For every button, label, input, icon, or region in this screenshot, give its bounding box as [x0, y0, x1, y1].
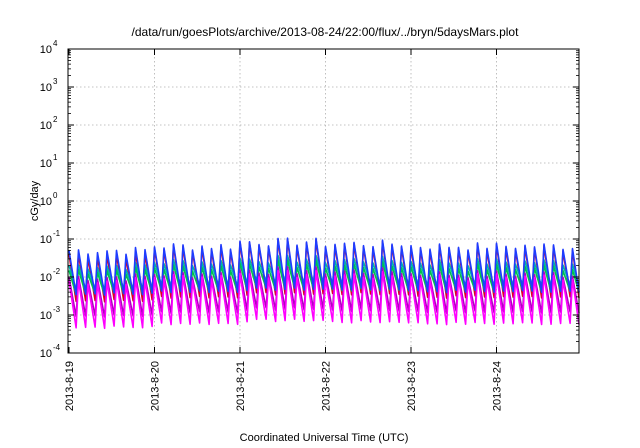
y-tick-label: 10: [40, 348, 52, 360]
y-tick-label: 10: [40, 272, 52, 284]
y-tick-exponent: -4: [53, 343, 61, 352]
series-line: [68, 237, 580, 296]
x-tick-label: 2013-8-19: [64, 361, 76, 411]
x-tick-label: 2013-8-23: [406, 361, 418, 411]
y-tick-exponent: -1: [53, 229, 61, 238]
y-tick-exponent: -3: [53, 305, 61, 314]
y-tick-label: 10: [40, 196, 52, 208]
y-tick-exponent: 1: [53, 153, 58, 162]
y-tick-exponent: -2: [53, 267, 61, 276]
y-tick-label: 10: [40, 82, 52, 94]
y-tick-label: 10: [40, 310, 52, 322]
y-axis-label: cGy/day: [29, 180, 41, 221]
y-tick-label: 10: [40, 158, 52, 170]
y-tick-label: 10: [40, 120, 52, 132]
chart-title: /data/run/goesPlots/archive/2013-08-24/2…: [132, 25, 520, 39]
y-tick-label: 10: [40, 44, 52, 56]
y-tick-exponent: 2: [53, 115, 58, 124]
y-tick-exponent: 0: [53, 191, 58, 200]
x-tick-label: 2013-8-24: [492, 361, 504, 411]
y-tick-label: 10: [40, 234, 52, 246]
series-line: [68, 269, 580, 330]
x-tick-label: 2013-8-21: [235, 361, 247, 411]
x-tick-label: 2013-8-22: [321, 361, 333, 411]
series-layer: [68, 237, 580, 330]
y-tick-exponent: 3: [53, 77, 58, 86]
x-tick-label: 2013-8-20: [150, 361, 162, 411]
x-axis-ticks: 2013-8-19 2013-8-20 2013-8-21 2013-8-22 2013…: [64, 49, 504, 411]
x-axis-label: Coordinated Universal Time (UTC): [240, 432, 409, 444]
y-tick-exponent: 4: [53, 39, 58, 48]
